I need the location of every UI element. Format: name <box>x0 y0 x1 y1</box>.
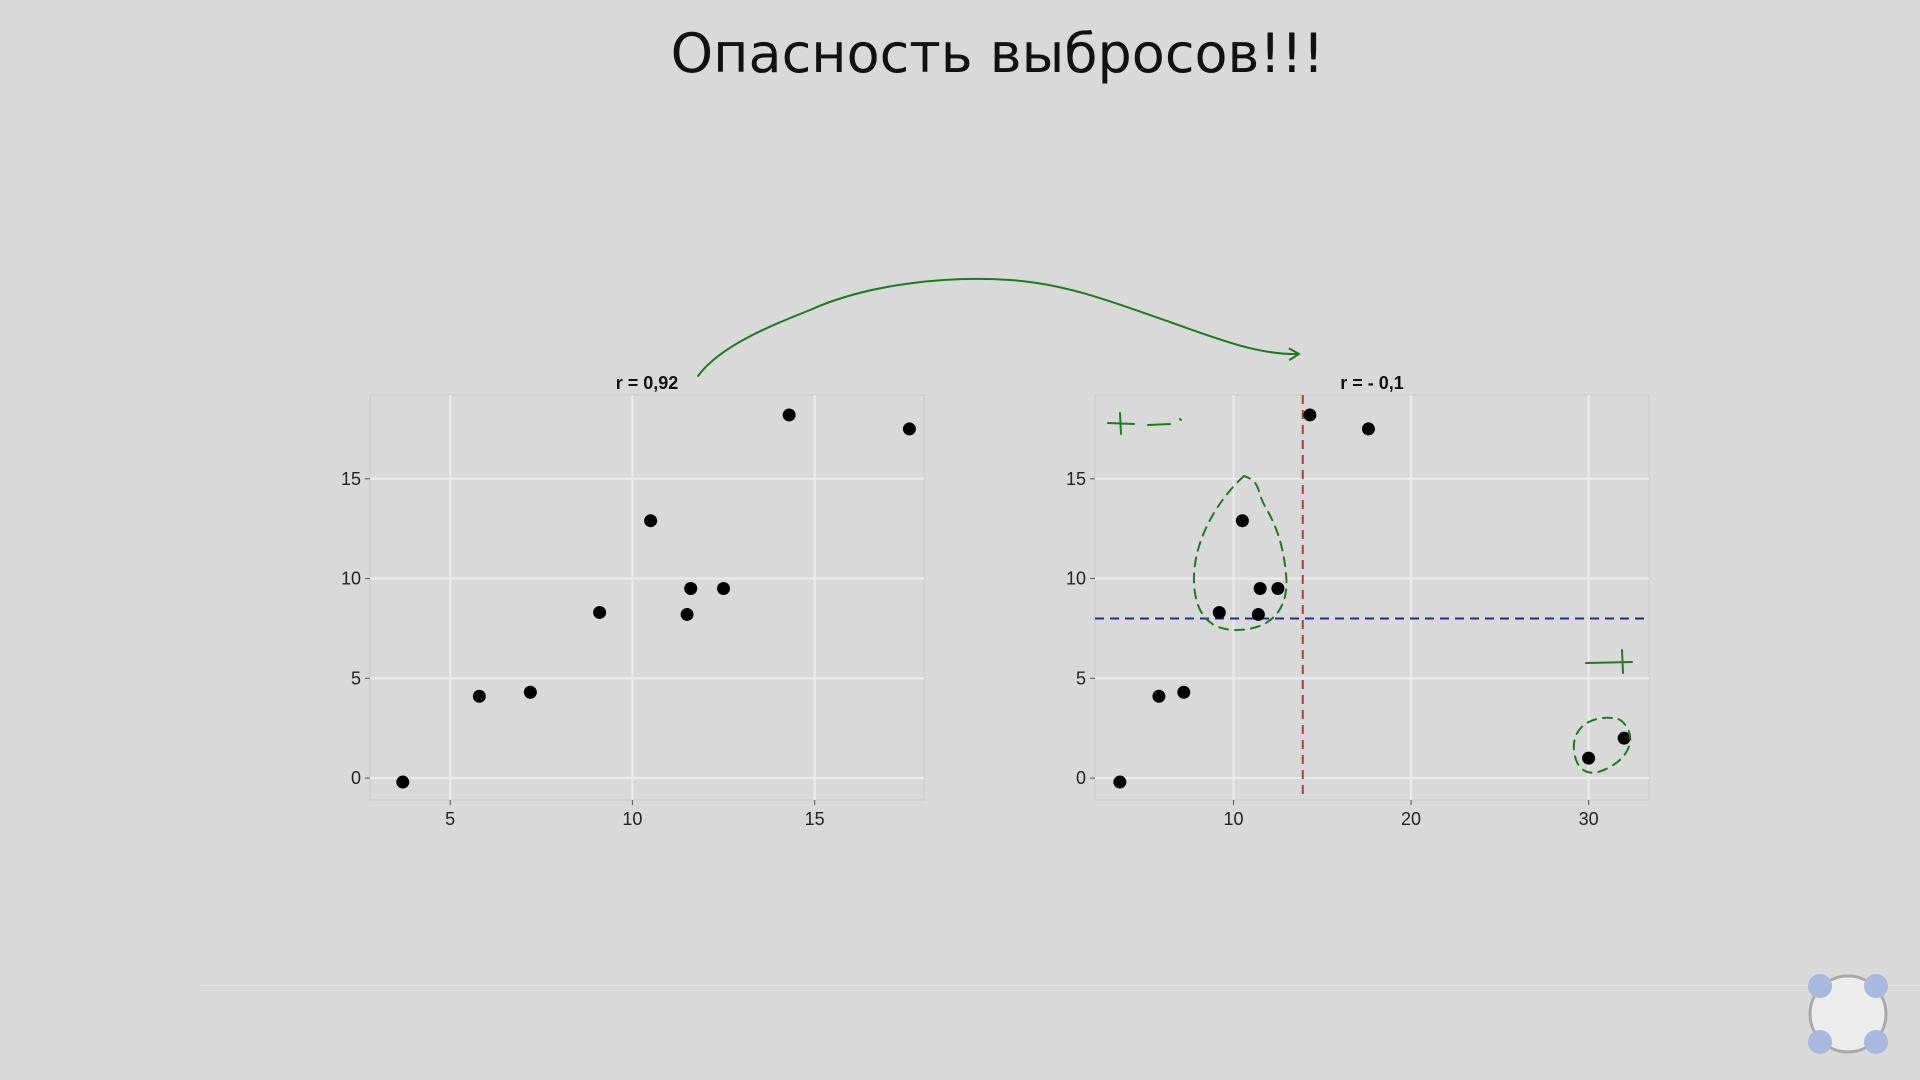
data-point <box>1271 582 1285 596</box>
data-point <box>1617 731 1631 745</box>
y-tick-label: 15 <box>1066 469 1086 489</box>
grid-lines <box>1095 395 1649 800</box>
data-point <box>523 685 537 699</box>
x-tick-label: 20 <box>1401 809 1421 829</box>
y-tick-label: 0 <box>1076 768 1086 788</box>
data-point <box>1177 685 1191 699</box>
data-points <box>1113 408 1631 789</box>
slide-title: Опасность выбросов!!! <box>670 22 1325 85</box>
data-point <box>902 422 916 436</box>
x-tick-label: 15 <box>805 809 825 829</box>
x-tick-label: 10 <box>1223 809 1243 829</box>
data-points <box>396 408 916 789</box>
plus-minus-mark <box>1107 412 1182 435</box>
four-dots-logo-icon <box>1808 974 1888 1054</box>
data-point <box>1152 689 1166 703</box>
cluster-loop <box>1192 475 1288 632</box>
data-point <box>680 607 694 621</box>
y-tick-label: 10 <box>341 569 361 589</box>
chart-title: r = 0,92 <box>616 373 679 393</box>
data-point <box>1113 775 1127 789</box>
arrow-curve <box>697 277 1301 377</box>
handwritten-annotations <box>697 277 1633 774</box>
data-point <box>717 582 731 596</box>
data-point <box>1251 607 1265 621</box>
y-tick-label: 15 <box>341 469 361 489</box>
y-axis-ticks: 0 5 10 15 <box>1066 469 1095 788</box>
x-axis-ticks: 10 20 30 <box>1223 800 1599 829</box>
data-point <box>644 514 658 528</box>
data-point <box>472 689 486 703</box>
data-point <box>1303 408 1317 422</box>
data-point <box>1582 751 1596 765</box>
outlier-loop <box>1572 716 1632 774</box>
y-tick-label: 5 <box>1076 668 1086 688</box>
y-axis-ticks: 0 5 10 15 <box>341 469 370 788</box>
y-tick-label: 10 <box>1066 569 1086 589</box>
scatter-chart-right: 10 20 30 0 5 10 15 r = - 0,1 <box>697 277 1650 829</box>
mean-lines <box>1095 395 1649 800</box>
data-point <box>782 408 796 422</box>
data-point <box>1253 582 1267 596</box>
x-axis-ticks: 5 10 15 <box>445 800 825 829</box>
data-point <box>1361 422 1375 436</box>
data-point <box>593 605 607 619</box>
y-tick-label: 0 <box>351 768 361 788</box>
slide-divider <box>200 985 1920 986</box>
chart-title: r = - 0,1 <box>1340 373 1404 393</box>
scatter-chart-left: 5 10 15 0 5 10 15 r = 0,92 <box>341 373 925 829</box>
plot-panel <box>369 394 925 801</box>
x-tick-label: 10 <box>622 809 642 829</box>
data-point <box>396 775 410 789</box>
plot-panel <box>1094 394 1650 801</box>
grid-lines <box>370 395 924 800</box>
data-point <box>684 582 698 596</box>
data-point <box>1212 605 1226 619</box>
data-point <box>1235 514 1249 528</box>
x-tick-label: 30 <box>1579 809 1599 829</box>
minus-plus-mark <box>1585 649 1633 674</box>
y-tick-label: 5 <box>351 668 361 688</box>
x-tick-label: 5 <box>445 809 455 829</box>
